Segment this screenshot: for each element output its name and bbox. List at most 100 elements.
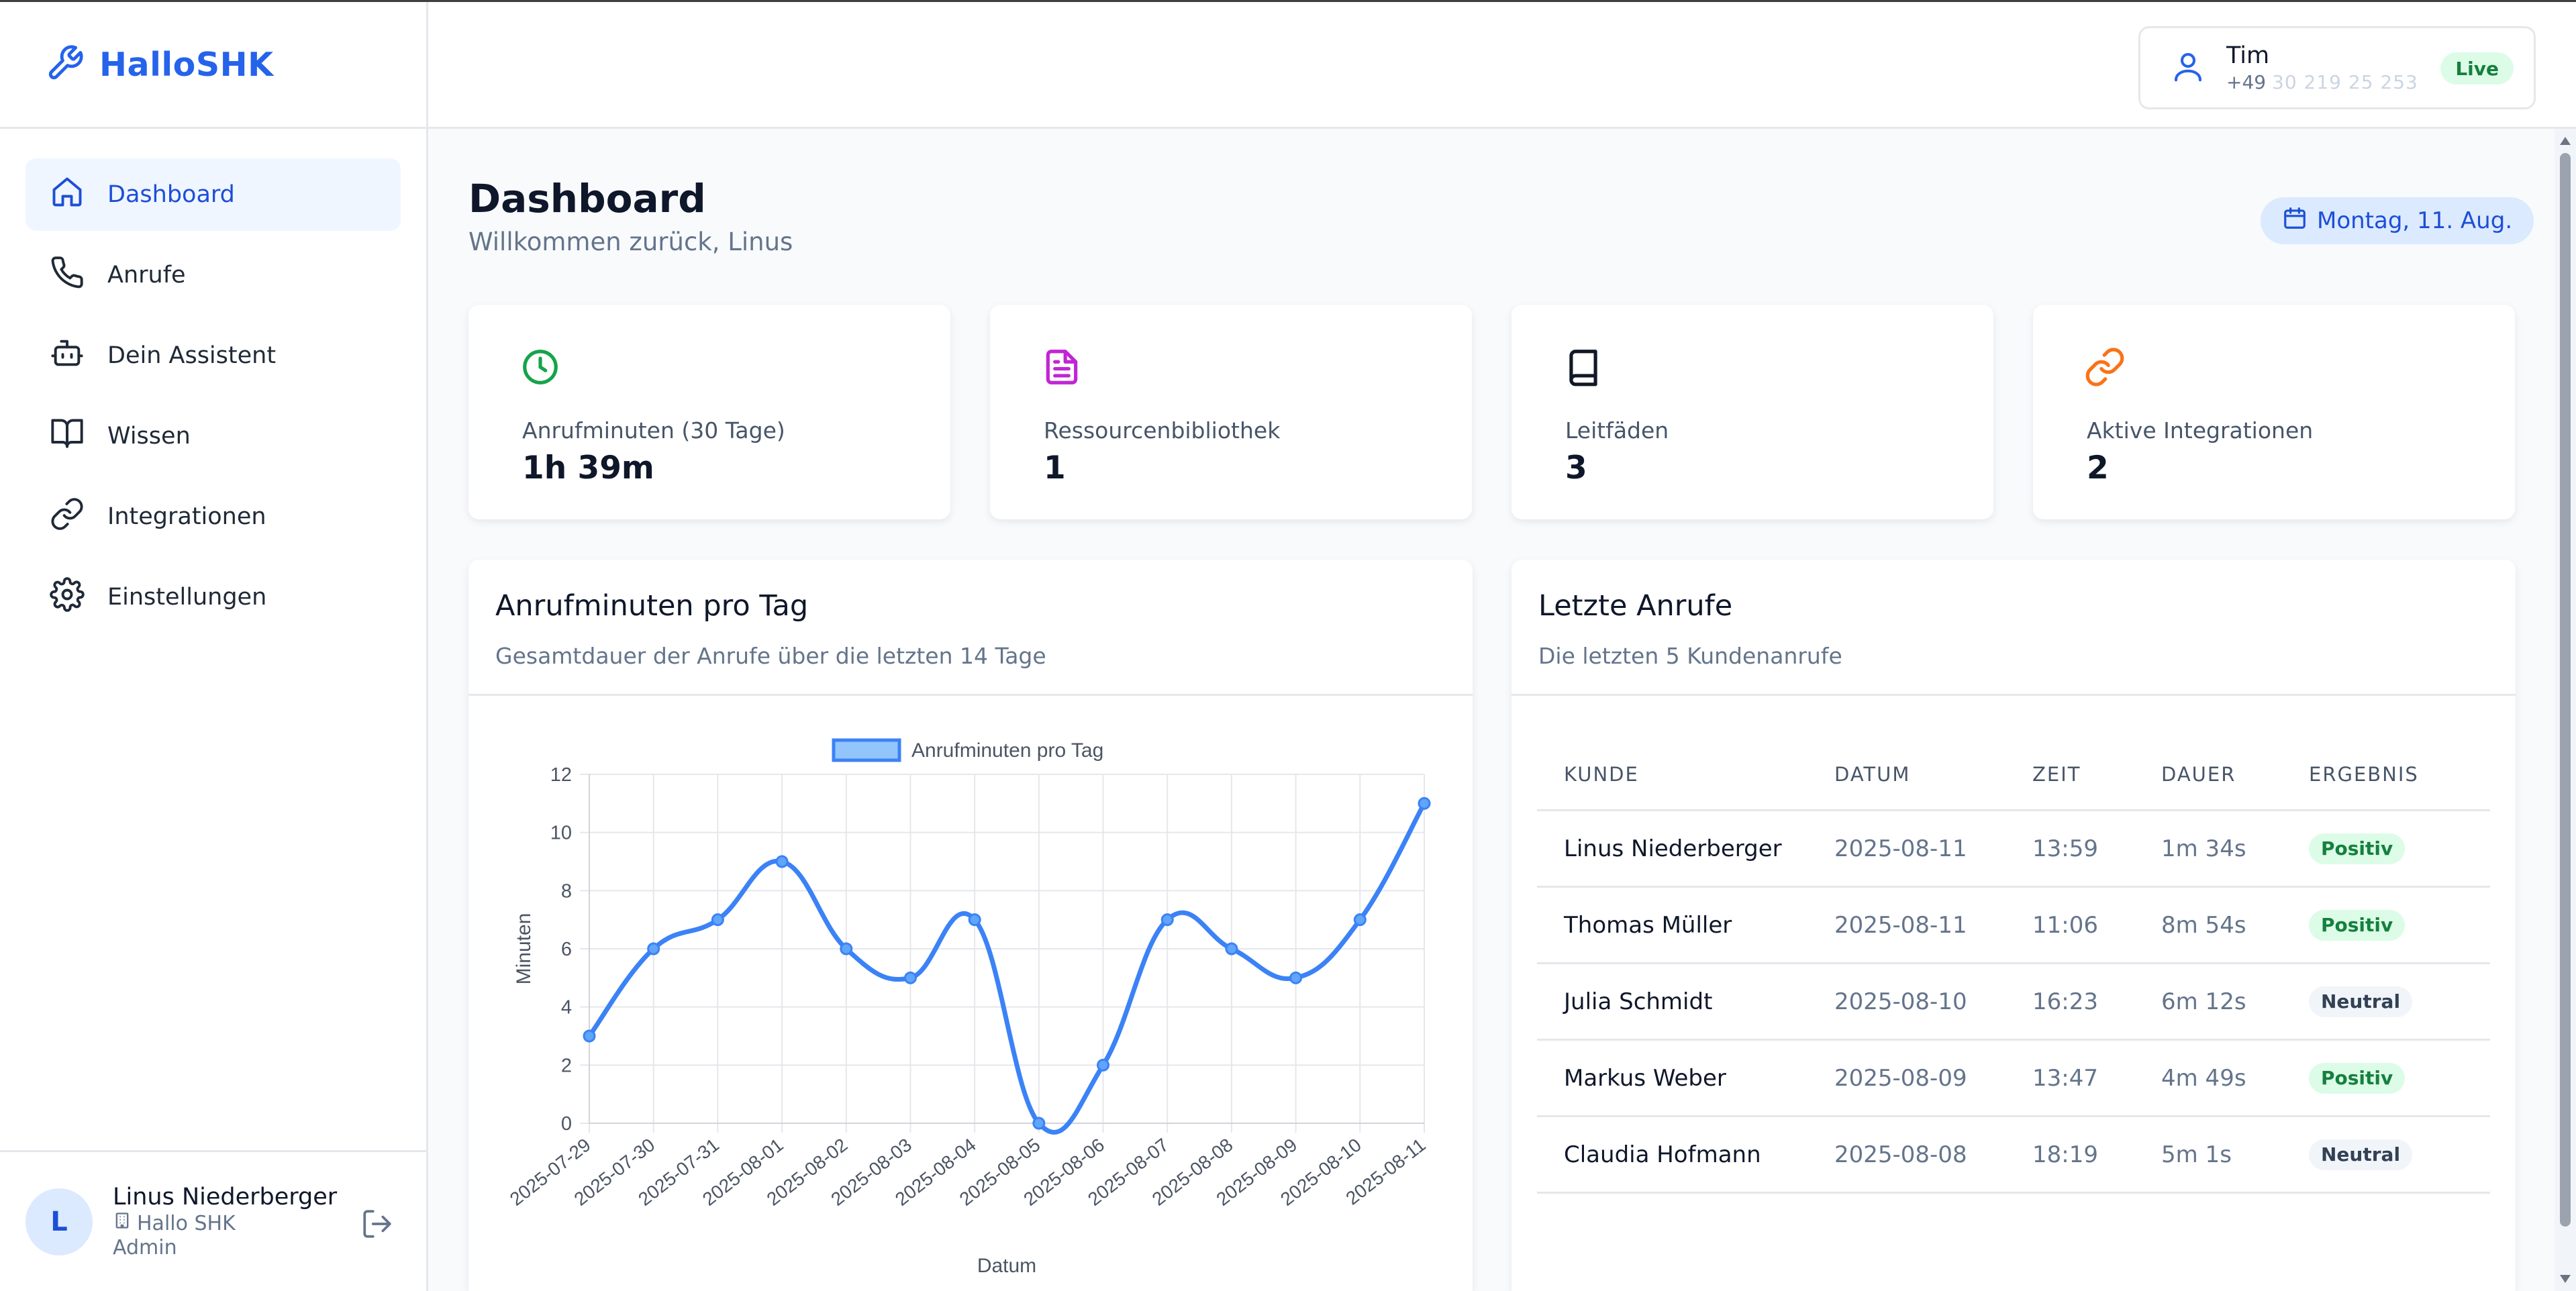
sidebar-item-label: Integrationen <box>107 503 266 530</box>
building-icon <box>113 1211 137 1236</box>
cell-ergebnis: Neutral <box>2309 1116 2490 1194</box>
cell-zeit: 16:23 <box>2032 963 2161 1041</box>
page-subtitle: Willkommen zurück, Linus <box>468 227 793 256</box>
cell-ergebnis: Positiv <box>2309 810 2490 888</box>
window-top-border <box>0 0 2576 2</box>
clock-icon <box>523 350 558 384</box>
sidebar-item-assistent[interactable]: Dein Assistent <box>26 319 401 392</box>
cell-datum: 2025-08-08 <box>1834 1116 2032 1194</box>
result-badge: Positiv <box>2309 833 2406 864</box>
cell-ergebnis: Positiv <box>2309 886 2490 964</box>
cell-datum: 2025-08-11 <box>1834 810 2032 888</box>
y-tick-label: 6 <box>561 939 572 960</box>
sidebar-item-einstellungen[interactable]: Einstellungen <box>26 561 401 633</box>
profile-phone: +49 30 219 25 253 <box>2226 70 2418 94</box>
result-badge: Neutral <box>2309 986 2413 1017</box>
sidebar-item-integrationen[interactable]: Integrationen <box>26 480 401 553</box>
date-badge[interactable]: Montag, 11. Aug. <box>2261 197 2534 244</box>
page-scrollbar[interactable] <box>2555 129 2576 1291</box>
stat-label: Anrufminuten (30 Tage) <box>522 417 785 444</box>
sidebar-item-label: Dashboard <box>107 181 235 208</box>
table-row[interactable]: Julia Schmidt 2025-08-10 16:23 6m 12s Ne… <box>1537 963 2490 1041</box>
phone-icon <box>50 255 107 296</box>
sidebar-item-wissen[interactable]: Wissen <box>26 400 401 472</box>
stat-label: Ressourcenbibliothek <box>1044 417 1281 444</box>
cell-zeit: 13:47 <box>2032 1039 2161 1117</box>
y-tick-label: 0 <box>561 1113 572 1135</box>
stat-card-anrufminuten[interactable]: Anrufminuten (30 Tage) 1h 39m <box>468 305 950 519</box>
page-title: Dashboard <box>468 176 706 221</box>
table-row[interactable]: Claudia Hofmann 2025-08-08 18:19 5m 1s N… <box>1537 1116 2490 1194</box>
data-point <box>1097 1058 1110 1072</box>
status-badge: Live <box>2440 52 2514 85</box>
column-header[interactable]: DATUM <box>1834 739 2032 811</box>
table-row[interactable]: Linus Niederberger 2025-08-11 13:59 1m 3… <box>1537 810 2490 888</box>
cell-kunde: Julia Schmidt <box>1537 963 1834 1041</box>
gear-icon <box>50 576 107 618</box>
data-point <box>903 971 917 984</box>
scroll-up-arrow[interactable] <box>2560 137 2571 145</box>
calls-panel-title: Letzte Anrufe <box>1538 589 1733 623</box>
data-point <box>1353 913 1367 927</box>
data-point <box>583 1029 596 1043</box>
stat-value: 1h 39m <box>522 450 654 486</box>
y-tick-label: 10 <box>550 823 572 844</box>
sidebar-item-label: Anrufe <box>107 262 186 289</box>
column-header[interactable]: DAUER <box>2161 739 2309 811</box>
data-point <box>968 913 981 927</box>
document-icon <box>1046 350 1078 384</box>
x-axis-title: Datum <box>977 1255 1036 1277</box>
column-header[interactable]: ERGEBNIS <box>2309 739 2490 811</box>
data-point <box>1160 913 1174 927</box>
chart-panel: Anrufminuten pro Tag Gesamtdauer der Anr… <box>468 560 1473 1291</box>
calendar-icon <box>2282 205 2317 237</box>
phone-masked: 30 219 25 253 <box>2272 71 2418 94</box>
cell-dauer: 6m 12s <box>2161 963 2309 1041</box>
brand-logo[interactable]: HalloSHK <box>0 2 426 129</box>
column-header[interactable]: ZEIT <box>2032 739 2161 811</box>
stat-card-leitfaeden[interactable]: Leitfäden 3 <box>1512 305 1993 519</box>
column-header[interactable]: KUNDE <box>1537 739 1834 811</box>
user-panel: L Linus Niederberger Hallo SHK Admin <box>0 1150 426 1291</box>
line-chart[interactable]: 0246810122025-07-292025-07-302025-07-312… <box>468 694 1473 1291</box>
stat-label: Aktive Integrationen <box>2087 417 2314 444</box>
data-point <box>711 913 724 927</box>
result-badge: Positiv <box>2309 1062 2406 1094</box>
cell-kunde: Thomas Müller <box>1537 886 1834 964</box>
stat-card-ressourcen[interactable]: Ressourcenbibliothek 1 <box>990 305 1472 519</box>
result-badge: Positiv <box>2309 909 2406 941</box>
sidebar-item-anrufe[interactable]: Anrufe <box>26 239 401 311</box>
y-tick-label: 2 <box>561 1055 572 1076</box>
data-point <box>775 855 789 868</box>
user-company: Hallo SHK <box>137 1211 236 1235</box>
phone-prefix: +49 <box>2226 71 2267 94</box>
cell-dauer: 8m 54s <box>2161 886 2309 964</box>
avatar[interactable]: L <box>26 1188 93 1255</box>
cell-kunde: Linus Niederberger <box>1537 810 1834 888</box>
chart-panel-title: Anrufminuten pro Tag <box>495 589 809 623</box>
table-row[interactable]: Markus Weber 2025-08-09 13:47 4m 49s Pos… <box>1537 1039 2490 1117</box>
data-point <box>647 942 660 956</box>
cell-kunde: Claudia Hofmann <box>1537 1116 1834 1194</box>
scroll-down-arrow[interactable] <box>2560 1275 2571 1283</box>
data-point <box>840 942 853 956</box>
sidebar: HalloSHK Dashboard Anrufe Dein Assistent… <box>0 2 428 1291</box>
legend-label: Anrufminuten pro Tag <box>911 739 1103 762</box>
table-row[interactable]: Thomas Müller 2025-08-11 11:06 8m 54s Po… <box>1537 886 2490 964</box>
y-tick-label: 4 <box>561 997 572 1019</box>
stat-card-integrationen[interactable]: Aktive Integrationen 2 <box>2033 305 2515 519</box>
sidebar-item-dashboard[interactable]: Dashboard <box>26 158 401 231</box>
scroll-thumb[interactable] <box>2560 153 2571 1227</box>
recent-calls-panel: Letzte Anrufe Die letzten 5 Kundenanrufe… <box>1512 560 2516 1291</box>
data-point <box>1225 942 1238 956</box>
sidebar-item-label: Dein Assistent <box>107 342 277 369</box>
cell-dauer: 1m 34s <box>2161 810 2309 888</box>
cell-datum: 2025-08-09 <box>1834 1039 2032 1117</box>
cell-dauer: 5m 1s <box>2161 1116 2309 1194</box>
sidebar-item-label: Einstellungen <box>107 584 267 611</box>
user-company-row: Hallo SHK <box>113 1211 337 1236</box>
cell-dauer: 4m 49s <box>2161 1039 2309 1117</box>
active-line-profile[interactable]: Tim +49 30 219 25 253 Live <box>2138 26 2536 109</box>
logout-icon[interactable] <box>360 1207 394 1241</box>
recent-calls-table: KUNDE DATUM ZEIT DAUER ERGEBNIS Linus Ni… <box>1537 739 2490 1194</box>
